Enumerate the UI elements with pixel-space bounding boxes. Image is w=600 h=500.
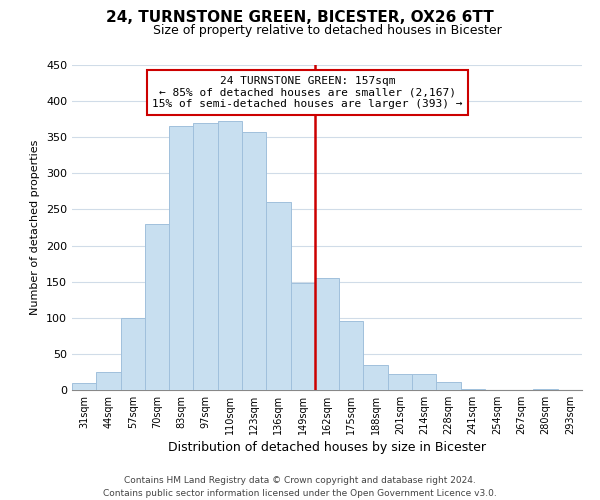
- Bar: [169, 126, 193, 390]
- Bar: [412, 374, 436, 390]
- Bar: [218, 122, 242, 390]
- Text: Contains HM Land Registry data © Crown copyright and database right 2024.
Contai: Contains HM Land Registry data © Crown c…: [103, 476, 497, 498]
- Text: 24 TURNSTONE GREEN: 157sqm
← 85% of detached houses are smaller (2,167)
15% of s: 24 TURNSTONE GREEN: 157sqm ← 85% of deta…: [152, 76, 463, 109]
- X-axis label: Distribution of detached houses by size in Bicester: Distribution of detached houses by size …: [168, 441, 486, 454]
- Bar: [72, 383, 96, 390]
- Bar: [339, 320, 364, 390]
- Bar: [436, 382, 461, 390]
- Y-axis label: Number of detached properties: Number of detached properties: [31, 140, 40, 315]
- Title: Size of property relative to detached houses in Bicester: Size of property relative to detached ho…: [152, 24, 502, 38]
- Bar: [242, 132, 266, 390]
- Bar: [96, 372, 121, 390]
- Bar: [121, 318, 145, 390]
- Bar: [145, 224, 169, 390]
- Text: 24, TURNSTONE GREEN, BICESTER, OX26 6TT: 24, TURNSTONE GREEN, BICESTER, OX26 6TT: [106, 10, 494, 25]
- Bar: [266, 202, 290, 390]
- Bar: [315, 278, 339, 390]
- Bar: [461, 388, 485, 390]
- Bar: [364, 364, 388, 390]
- Bar: [388, 374, 412, 390]
- Bar: [533, 388, 558, 390]
- Bar: [290, 283, 315, 390]
- Bar: [193, 123, 218, 390]
